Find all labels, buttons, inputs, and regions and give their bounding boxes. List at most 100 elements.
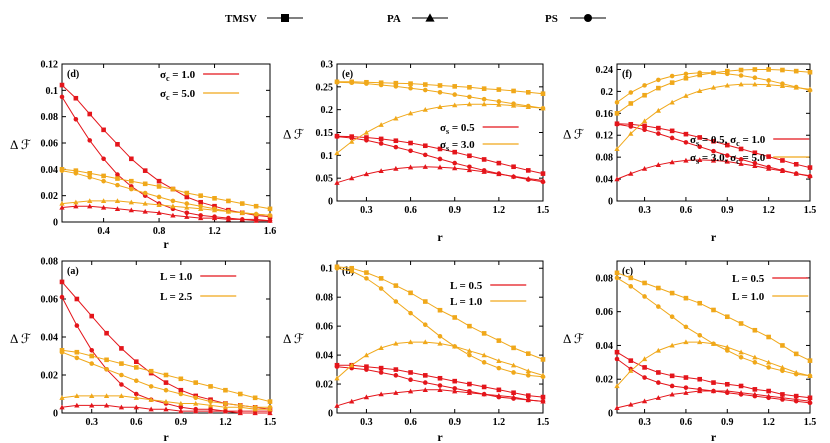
data-point-square bbox=[738, 383, 744, 389]
top-legend-label: PS bbox=[545, 13, 558, 25]
series-line-orange-circle bbox=[61, 170, 271, 216]
top-legend-marker-circle bbox=[584, 14, 592, 22]
data-point-circle bbox=[156, 194, 162, 200]
data-point-circle bbox=[437, 90, 443, 95]
data-point-triangle bbox=[334, 180, 340, 185]
data-point-triangle bbox=[752, 163, 758, 169]
data-point-square bbox=[422, 143, 428, 149]
panels: 0 0.02 0.04 0.06 0.08 0.1 0.12 0.4 0.8 1.2 1.6 r Δ ℱ… bbox=[10, 60, 816, 443]
data-point-triangle bbox=[118, 393, 125, 399]
x-axis-label: r bbox=[711, 430, 717, 443]
data-point-square bbox=[724, 68, 730, 74]
data-point-square bbox=[467, 84, 472, 90]
data-point-triangle bbox=[349, 138, 355, 144]
data-point-triangle bbox=[114, 198, 121, 204]
data-point-circle bbox=[364, 367, 369, 372]
data-point-triangle bbox=[59, 395, 65, 400]
data-point-circle bbox=[59, 349, 65, 355]
data-point-circle bbox=[184, 210, 190, 216]
data-point-triangle bbox=[128, 207, 134, 213]
data-point-triangle bbox=[437, 164, 443, 170]
data-point-circle bbox=[364, 137, 369, 143]
data-point-square bbox=[496, 87, 502, 92]
data-point-circle bbox=[422, 152, 428, 158]
data-point-triangle bbox=[807, 373, 813, 378]
data-point-square bbox=[766, 334, 771, 340]
data-point-triangle bbox=[697, 339, 703, 345]
data-point-triangle bbox=[669, 99, 675, 105]
panel-e: 0 0.05 0.1 0.15 0.2 0.25 0.3 0.3 0.6 0.9 1.2 1.5 r Δ … bbox=[283, 60, 549, 245]
data-point-circle bbox=[656, 304, 661, 309]
data-point-square bbox=[780, 343, 785, 348]
y-tick-label: 0.12 bbox=[596, 131, 614, 142]
legend-label: σs = 3.0 bbox=[440, 139, 475, 153]
data-point-square bbox=[642, 365, 647, 370]
data-point-circle bbox=[711, 70, 716, 76]
x-tick-label: 1.5 bbox=[537, 205, 550, 216]
data-point-square bbox=[752, 67, 758, 72]
panel-a: 0 0.02 0.04 0.06 0.08 0.3 0.6 0.9 1.2 1.5 r Δ ℱ (a) L… bbox=[10, 257, 276, 443]
data-point-square bbox=[511, 390, 516, 396]
data-point-triangle bbox=[239, 210, 245, 215]
data-point-circle bbox=[437, 383, 443, 388]
series-line-red-square bbox=[61, 84, 271, 218]
data-point-square bbox=[74, 349, 80, 355]
data-point-triangle bbox=[253, 218, 259, 223]
data-point-circle bbox=[711, 148, 716, 154]
data-point-square bbox=[408, 290, 413, 296]
legend-label: σc = 5.0 bbox=[160, 88, 196, 102]
data-point-circle bbox=[334, 265, 340, 271]
data-point-square bbox=[766, 67, 771, 72]
data-point-triangle bbox=[252, 410, 258, 416]
y-axis-label: Δ ℱ bbox=[563, 127, 584, 142]
data-point-circle bbox=[334, 134, 340, 139]
data-point-square bbox=[711, 307, 716, 313]
data-point-circle bbox=[101, 178, 106, 184]
y-tick-label: 0.16 bbox=[596, 109, 614, 120]
data-point-circle bbox=[170, 198, 176, 204]
data-point-triangle bbox=[100, 204, 107, 210]
data-point-circle bbox=[74, 355, 80, 361]
y-tick-label: 0.06 bbox=[41, 295, 59, 306]
data-point-square bbox=[408, 81, 413, 86]
data-point-triangle bbox=[128, 199, 134, 205]
data-point-circle bbox=[89, 348, 95, 353]
data-point-triangle bbox=[683, 157, 689, 163]
data-point-triangle bbox=[481, 169, 487, 174]
data-point-triangle bbox=[481, 101, 487, 107]
data-point-triangle bbox=[73, 203, 79, 209]
data-point-circle bbox=[481, 360, 487, 365]
data-point-triangle bbox=[267, 212, 273, 218]
data-point-square bbox=[119, 346, 124, 351]
x-tick-label: 0.6 bbox=[404, 205, 417, 216]
data-point-circle bbox=[408, 148, 413, 154]
data-point-square bbox=[669, 80, 675, 85]
data-point-square bbox=[452, 149, 458, 155]
data-point-triangle bbox=[142, 208, 148, 214]
legend-label: σc = 1.0 bbox=[160, 69, 196, 83]
y-tick-label: 0 bbox=[53, 409, 58, 420]
data-point-square bbox=[481, 86, 487, 91]
data-point-square bbox=[393, 138, 399, 144]
data-point-square bbox=[807, 395, 813, 401]
data-point-circle bbox=[74, 323, 80, 328]
data-point-triangle bbox=[496, 392, 502, 398]
data-point-circle bbox=[129, 186, 134, 192]
data-point-triangle bbox=[148, 406, 154, 412]
x-tick-label: 1.2 bbox=[493, 417, 506, 428]
data-point-triangle bbox=[363, 129, 370, 135]
data-point-circle bbox=[642, 127, 647, 133]
data-point-triangle bbox=[198, 206, 204, 211]
data-point-triangle bbox=[738, 161, 744, 166]
panel-label: (f) bbox=[622, 69, 632, 80]
x-axis-label: r bbox=[711, 230, 717, 244]
data-point-triangle bbox=[437, 104, 443, 110]
y-tick-label: 0.1 bbox=[321, 151, 334, 162]
data-point-circle bbox=[752, 75, 758, 80]
legend-label: L = 1.0 bbox=[160, 271, 193, 283]
data-point-square bbox=[738, 321, 744, 326]
data-point-square bbox=[511, 88, 516, 94]
data-point-square bbox=[129, 178, 134, 184]
y-tick-label: 0.1 bbox=[321, 264, 334, 275]
data-point-triangle bbox=[334, 150, 340, 156]
